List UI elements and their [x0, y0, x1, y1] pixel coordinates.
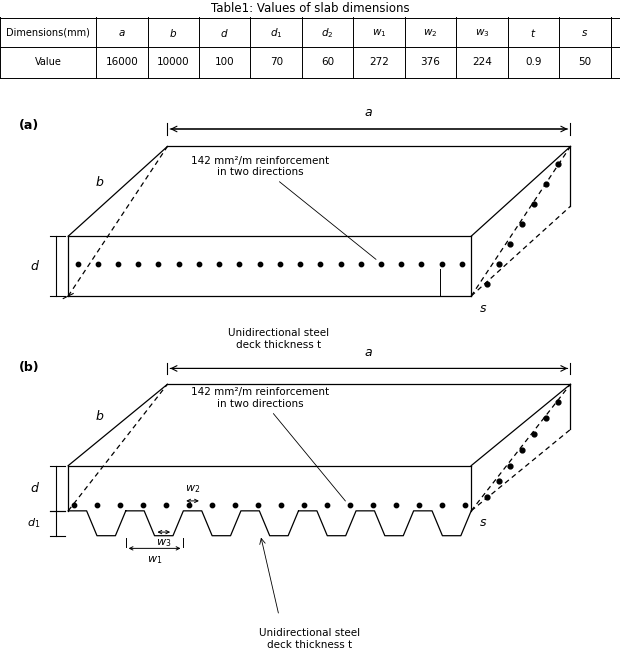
Text: $d$: $d$: [30, 481, 40, 495]
Point: [73, 259, 82, 269]
Point: [295, 259, 305, 269]
Text: Value: Value: [35, 57, 61, 67]
Text: $d$: $d$: [221, 27, 229, 39]
Text: 16000: 16000: [105, 57, 138, 67]
Point: [517, 219, 527, 229]
Point: [436, 259, 446, 269]
Point: [505, 460, 515, 471]
Point: [207, 500, 217, 511]
Point: [391, 500, 401, 511]
Text: Unidirectional steel
deck thickness t: Unidirectional steel deck thickness t: [259, 628, 361, 650]
Point: [138, 500, 148, 511]
Point: [133, 259, 143, 269]
Point: [553, 159, 563, 169]
Text: $w_2$: $w_2$: [185, 484, 200, 496]
Point: [316, 259, 326, 269]
Point: [437, 500, 447, 511]
Point: [92, 500, 102, 511]
Point: [69, 500, 79, 511]
Point: [194, 259, 204, 269]
Text: 224: 224: [472, 57, 492, 67]
Point: [255, 259, 265, 269]
Point: [553, 397, 563, 407]
Text: $b$: $b$: [169, 27, 177, 39]
Point: [115, 500, 125, 511]
Point: [482, 492, 492, 503]
Text: 142 mm²/m reinforcement
in two directions: 142 mm²/m reinforcement in two direction…: [192, 155, 376, 259]
Text: $a$: $a$: [118, 27, 126, 38]
Point: [335, 259, 345, 269]
Point: [457, 259, 467, 269]
Point: [417, 259, 427, 269]
Point: [275, 259, 285, 269]
Text: Dimensions(mm): Dimensions(mm): [6, 27, 90, 38]
Point: [345, 500, 355, 511]
Point: [277, 500, 286, 511]
Text: $w_1$: $w_1$: [147, 554, 162, 565]
Text: 10000: 10000: [157, 57, 190, 67]
Text: $t$: $t$: [530, 27, 537, 39]
Text: 376: 376: [420, 57, 441, 67]
Point: [541, 179, 551, 189]
Text: (b): (b): [19, 360, 39, 374]
Text: $d_1$: $d_1$: [27, 517, 40, 530]
Text: 0.9: 0.9: [525, 57, 542, 67]
Point: [396, 259, 406, 269]
Text: 70: 70: [270, 57, 283, 67]
Text: $a$: $a$: [365, 346, 373, 359]
Point: [494, 259, 503, 269]
Point: [174, 259, 184, 269]
Point: [299, 500, 309, 511]
Text: $w_3$: $w_3$: [156, 537, 172, 549]
Text: (a): (a): [19, 119, 39, 132]
Point: [93, 259, 103, 269]
Text: 142 mm²/m reinforcement
in two directions: 142 mm²/m reinforcement in two direction…: [192, 387, 345, 501]
Text: $d$: $d$: [30, 259, 40, 273]
Point: [214, 259, 224, 269]
Point: [529, 429, 539, 439]
Point: [113, 259, 123, 269]
Text: $s$: $s$: [479, 517, 487, 530]
Text: 50: 50: [578, 57, 591, 67]
Point: [376, 259, 386, 269]
Text: $d_1$: $d_1$: [270, 25, 283, 40]
Point: [517, 445, 527, 455]
Text: 100: 100: [215, 57, 234, 67]
Point: [505, 238, 515, 249]
Point: [184, 500, 194, 511]
Text: $s$: $s$: [582, 27, 588, 38]
Point: [234, 259, 244, 269]
Point: [230, 500, 240, 511]
Point: [494, 476, 503, 486]
Point: [482, 278, 492, 289]
Point: [529, 199, 539, 209]
Text: $w_1$: $w_1$: [372, 27, 386, 39]
Text: $a$: $a$: [365, 106, 373, 119]
Point: [322, 500, 332, 511]
Point: [541, 413, 551, 423]
Text: Unidirectional steel
deck thickness t: Unidirectional steel deck thickness t: [228, 328, 330, 350]
Text: $w_3$: $w_3$: [475, 27, 489, 39]
Text: 60: 60: [321, 57, 334, 67]
Text: $s$: $s$: [479, 302, 487, 315]
Text: Table1: Values of slab dimensions: Table1: Values of slab dimensions: [211, 3, 409, 16]
Point: [414, 500, 424, 511]
Point: [460, 500, 470, 511]
Text: $b$: $b$: [94, 175, 104, 189]
Point: [356, 259, 366, 269]
Point: [154, 259, 164, 269]
Text: $b$: $b$: [94, 409, 104, 422]
Text: 272: 272: [369, 57, 389, 67]
Text: $w_2$: $w_2$: [423, 27, 438, 39]
Point: [161, 500, 171, 511]
Point: [368, 500, 378, 511]
Text: $d_2$: $d_2$: [321, 25, 334, 40]
Point: [253, 500, 263, 511]
